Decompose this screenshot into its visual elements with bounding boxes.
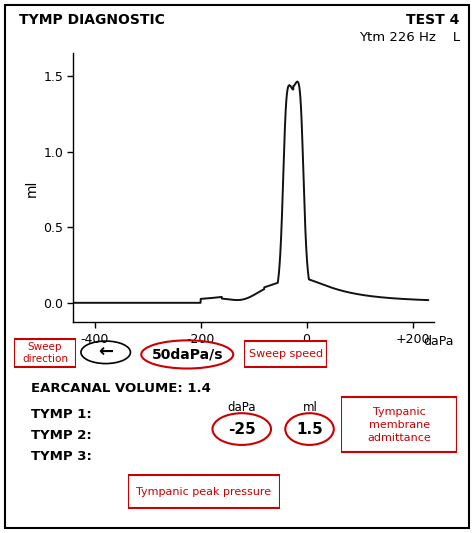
Text: daPa: daPa (424, 335, 454, 348)
Text: Ytm 226 Hz    L: Ytm 226 Hz L (359, 31, 460, 44)
Y-axis label: ml: ml (25, 179, 39, 197)
FancyBboxPatch shape (14, 340, 76, 367)
Text: daPa: daPa (228, 401, 256, 414)
Text: -25: -25 (228, 422, 255, 437)
Text: Sweep speed: Sweep speed (248, 349, 323, 359)
Text: Tympanic
membrane
admittance: Tympanic membrane admittance (367, 407, 431, 443)
Text: EARCANAL VOLUME: 1.4: EARCANAL VOLUME: 1.4 (31, 382, 210, 395)
FancyBboxPatch shape (128, 475, 280, 508)
Text: TEST 4: TEST 4 (406, 13, 460, 27)
FancyBboxPatch shape (244, 341, 327, 367)
Text: TYMP 3:: TYMP 3: (31, 450, 91, 463)
Text: TYMP DIAGNOSTIC: TYMP DIAGNOSTIC (19, 13, 165, 27)
Text: ml: ml (303, 401, 318, 414)
Text: 50daPa/s: 50daPa/s (152, 348, 223, 361)
Text: 1.5: 1.5 (296, 422, 323, 437)
Text: TYMP 2:: TYMP 2: (31, 429, 91, 442)
FancyBboxPatch shape (341, 397, 457, 453)
Text: ←: ← (98, 343, 113, 361)
Text: TYMP 1:: TYMP 1: (31, 408, 91, 421)
Text: Sweep
direction: Sweep direction (22, 342, 68, 365)
Text: Tympanic peak pressure: Tympanic peak pressure (136, 487, 272, 497)
